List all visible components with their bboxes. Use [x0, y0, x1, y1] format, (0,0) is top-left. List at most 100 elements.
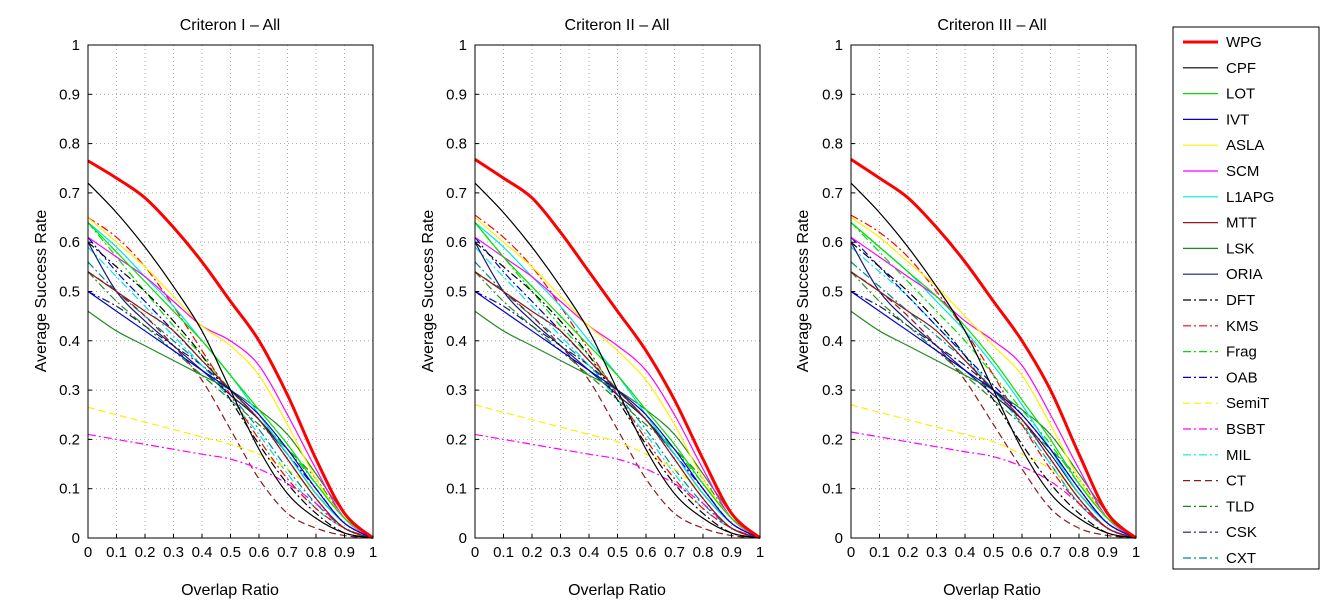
y-tick-label: 0.6	[822, 234, 843, 251]
x-tick-label: 0.2	[135, 544, 156, 561]
legend-item-wpg: WPG	[1183, 34, 1262, 51]
y-axis-label: Average Success Rate	[33, 210, 50, 373]
legend-label: SCM	[1226, 163, 1259, 180]
legend-label: CXT	[1226, 550, 1256, 567]
series-line-semit	[474, 404, 761, 539]
x-axis-label: Overlap Ratio	[568, 582, 666, 599]
y-tick-label: 0.4	[446, 333, 467, 350]
series-line-scm	[87, 236, 374, 539]
legend-item-oria: ORIA	[1183, 266, 1263, 283]
legend-label: KMS	[1226, 318, 1259, 335]
series-line-lot	[87, 222, 374, 539]
x-tick-label: 0.3	[163, 544, 184, 561]
series-line-lot	[474, 222, 761, 539]
series-lines	[87, 159, 374, 540]
series-lines	[850, 158, 1137, 540]
y-tick-label: 0.2	[822, 431, 843, 448]
legend-label: WPG	[1226, 34, 1262, 51]
series-line-asla	[474, 217, 761, 539]
y-axis-label: Average Success Rate	[420, 210, 437, 373]
legend-label: LSK	[1226, 240, 1254, 257]
series-line-bsbt	[850, 431, 1137, 539]
x-tick-label: 0.3	[926, 544, 947, 561]
series-line-wpg	[87, 159, 374, 540]
legend-item-asla: ASLA	[1183, 137, 1264, 154]
y-tick-label: 0.3	[822, 382, 843, 399]
legend-item-semit: SemiT	[1183, 395, 1269, 412]
x-tick-label: 0.9	[1097, 544, 1118, 561]
panel-criteron-3: Criteron III – All Overlap Ratio Average…	[795, 17, 1140, 599]
legend-label: TLD	[1226, 498, 1255, 515]
legend-box	[1172, 26, 1320, 570]
y-tick-label: 0	[835, 530, 843, 547]
y-tick-label: 0.2	[446, 431, 467, 448]
series-line-scm	[474, 236, 761, 539]
legend-item-frag: Frag	[1183, 344, 1257, 361]
series-line-kms	[850, 214, 1137, 539]
series-line-cpf	[850, 182, 1137, 539]
x-tick-label: 0.5	[220, 544, 241, 561]
y-tick-label: 0	[459, 530, 467, 547]
y-tick-label: 0.7	[822, 185, 843, 202]
legend-item-kms: KMS	[1183, 318, 1259, 335]
x-tick-label: 0.5	[607, 544, 628, 561]
legend-item-tld: TLD	[1183, 498, 1255, 515]
legend-item-scm: SCM	[1183, 163, 1259, 180]
legend-label: LOT	[1226, 86, 1255, 103]
y-tick-label: 0.5	[59, 284, 80, 301]
y-tick-label: 1	[835, 37, 843, 54]
series-line-wpg	[474, 158, 761, 540]
legend-item-lsk: LSK	[1183, 240, 1254, 257]
y-tick-label: 0.4	[822, 333, 843, 350]
y-tick-label: 0.8	[446, 136, 467, 153]
x-tick-label: 0.7	[1040, 544, 1061, 561]
y-tick-label: 0.3	[446, 382, 467, 399]
panel-title: Criteron I – All	[180, 17, 280, 34]
x-tick-label: 1	[1132, 544, 1140, 561]
x-tick-label: 0.2	[898, 544, 919, 561]
series-line-bsbt	[87, 433, 374, 539]
series-line-tld	[850, 271, 1137, 539]
panel-criteron-1: Criteron I – All Overlap Ratio Average S…	[33, 17, 377, 599]
y-tick-label: 0.5	[446, 284, 467, 301]
series-line-cxt	[850, 261, 1137, 539]
series-line-tld	[474, 271, 761, 539]
legend-label: CT	[1226, 473, 1246, 490]
y-tick-label: 0.7	[446, 185, 467, 202]
x-tick-label: 0.5	[983, 544, 1004, 561]
x-tick-label: 0.4	[192, 544, 213, 561]
legend-item-csk: CSK	[1183, 524, 1257, 541]
y-tick-label: 0.1	[59, 481, 80, 498]
series-line-asla	[850, 217, 1137, 539]
x-tick-label: 0	[84, 544, 92, 561]
legend-label: MTT	[1226, 215, 1257, 232]
x-tick-label: 0	[471, 544, 479, 561]
y-tick-label: 0.6	[446, 234, 467, 251]
x-tick-label: 1	[756, 544, 764, 561]
x-tick-label: 0.8	[1069, 544, 1090, 561]
series-line-semit	[850, 404, 1137, 539]
y-tick-label: 0.3	[59, 382, 80, 399]
panel-criteron-2: Criteron II – All Overlap Ratio Average …	[420, 17, 764, 599]
series-line-wpg	[850, 158, 1137, 540]
y-tick-label: 0.4	[59, 333, 80, 350]
x-tick-label: 0.6	[636, 544, 657, 561]
y-tick-label: 0.8	[59, 136, 80, 153]
legend-item-lot: LOT	[1183, 86, 1255, 103]
legend-item-l1apg: L1APG	[1183, 189, 1274, 206]
x-tick-label: 0.1	[493, 544, 514, 561]
y-tick-label: 0.5	[822, 284, 843, 301]
y-axis-label: Average Success Rate	[795, 210, 812, 373]
legend-label: BSBT	[1226, 421, 1265, 438]
x-tick-label: 0.1	[106, 544, 127, 561]
y-tick-label: 0.1	[446, 481, 467, 498]
legend-label: Frag	[1226, 344, 1257, 361]
series-line-dft	[474, 241, 761, 539]
x-tick-label: 0.7	[664, 544, 685, 561]
series-line-bsbt	[474, 433, 761, 539]
legend-label: CPF	[1226, 60, 1256, 77]
series-line-semit	[87, 406, 374, 539]
legend-label: OAB	[1226, 369, 1258, 386]
y-tick-label: 0.1	[822, 481, 843, 498]
